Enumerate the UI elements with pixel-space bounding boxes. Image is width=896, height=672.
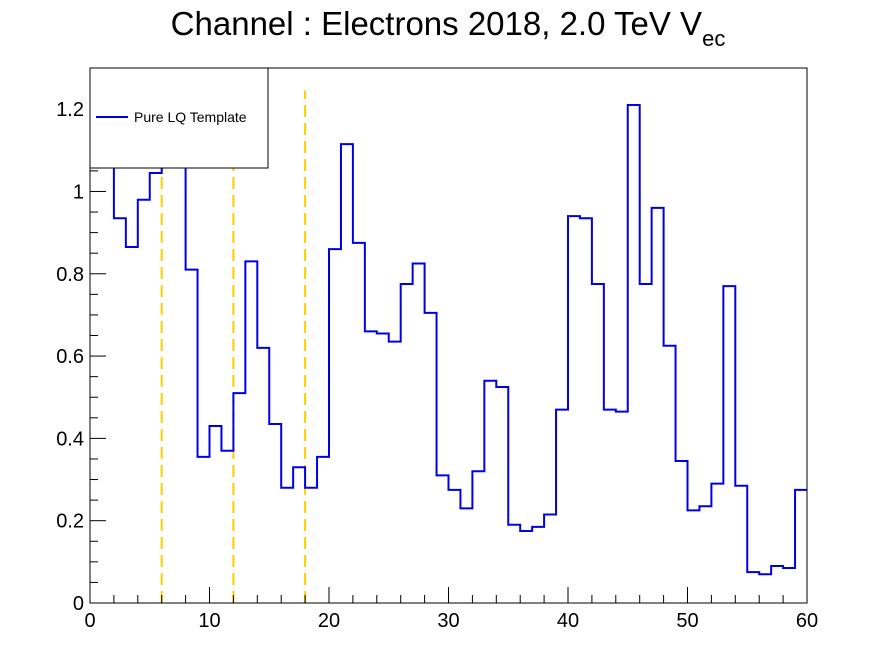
x-tick-label: 20 xyxy=(318,610,340,632)
x-tick-label: 10 xyxy=(198,610,220,632)
plot-frame xyxy=(89,67,808,604)
y-tick-label: 0 xyxy=(73,593,84,615)
plot-area xyxy=(90,90,807,603)
x-tick-label: 30 xyxy=(437,610,459,632)
y-tick-label: 1 xyxy=(73,181,84,203)
x-tick-label: 0 xyxy=(84,610,95,632)
chart-title: Channel : Electrons 2018, 2.0 TeV Vec xyxy=(171,5,726,51)
x-tick-label: 50 xyxy=(676,610,698,632)
y-tick-label: 1.2 xyxy=(56,99,84,121)
y-tick-label: 0.8 xyxy=(56,264,84,286)
y-tick-label: 0.6 xyxy=(56,346,84,368)
series-line-0 xyxy=(90,104,807,576)
axes: 0 10 20 30 40 50 60 0 0.2 0.4 0.6 0.8 1 1.2 xyxy=(56,67,818,632)
legend-label: Pure LQ Template xyxy=(134,109,247,125)
y-tick-label: 0.2 xyxy=(56,511,84,533)
x-tick-label: 40 xyxy=(557,610,579,632)
y-tick-label: 0.4 xyxy=(56,428,84,450)
chart-title-subscript: ec xyxy=(702,26,725,51)
chart-title-main: Channel : Electrons 2018, 2.0 TeV V xyxy=(171,5,702,42)
legend: Pure LQ Template xyxy=(89,67,269,169)
x-tick-label: 60 xyxy=(796,610,818,632)
